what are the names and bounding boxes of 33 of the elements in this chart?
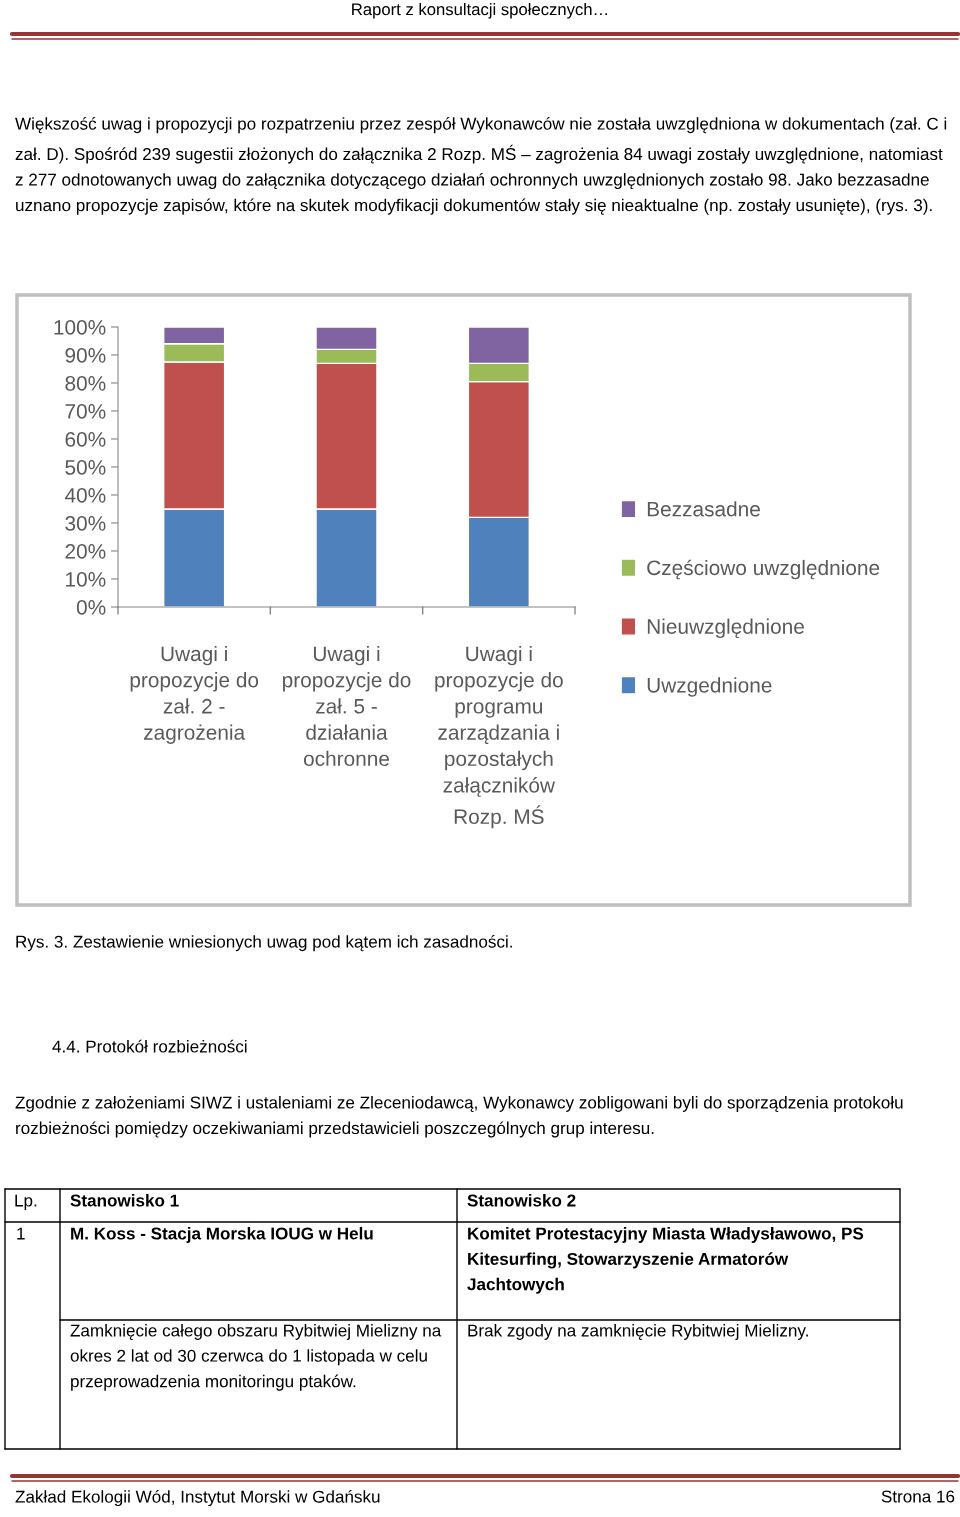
- y-tick-label: 70%: [65, 404, 106, 419]
- text: Strona 16: [881, 1490, 955, 1503]
- legend-label: Uwzgednione: [647, 677, 772, 697]
- text: Rys. 3. Zestawienie wniesionych uwag pod kątem ich zasadności.: [16, 935, 512, 952]
- text: 1: [17, 1227, 25, 1240]
- y-tick-label: 10%: [66, 572, 106, 587]
- text: Zgodnie z założeniami SIWZ i ustaleniami ze Zleceniodawcą, Wykonawcy zobligowani byli do sporządzenia protokołu rozbieżności pomiędzy oczekiwaniami przedstawicieli poszczególnych grup interesu.: [15, 1096, 903, 1138]
- y-tick-label: 20%: [65, 544, 106, 559]
- text: Brak zgody na zamknięcie Rybitwiej Mielizny.: [468, 1324, 808, 1340]
- text: Zamknięcie całego obszaru Rybitwiej Mielizny na okres 2 lat od 30 czerwca do 1 listopada w celu przeprowadzenia monitoringu ptaków.: [70, 1324, 442, 1391]
- x-tick-label: Uwagi i propozycje do zał. 5 - działania ochronne: [282, 645, 411, 767]
- text: Stanowisko 2: [467, 1194, 576, 1207]
- y-tick-label: 100%: [54, 320, 106, 335]
- text: Stanowisko 1: [70, 1194, 179, 1207]
- y-tick-label: 40%: [64, 488, 106, 503]
- text: Raport z konsultacji społecznych…: [352, 3, 607, 19]
- text: Zakład Ekologii Wód, Instytut Morski w Gdańsku: [15, 1490, 380, 1507]
- y-tick-label: 90%: [65, 348, 106, 363]
- y-tick-label: 30%: [65, 516, 106, 531]
- text: Komitet Protestacyjny Miasta Władysławowo, PS Kitesurfing, Stowarzyszenie Armatorów Jachtowych: [467, 1227, 864, 1294]
- text: Lp.: [15, 1194, 37, 1210]
- y-tick-label: 50%: [65, 460, 106, 475]
- x-tick-label: Uwagi i propozycje do zał. 2 - zagrożenia: [130, 645, 259, 744]
- text: 4.4. Protokół rozbieżności: [52, 1039, 247, 1053]
- legend-label: Nieuwzględnione: [647, 618, 804, 639]
- y-tick-label: 60%: [65, 432, 106, 447]
- text: M. Koss - Stacja Morska IOUG w Helu: [71, 1227, 373, 1243]
- legend-label: Częściowo uwzględnione: [647, 559, 880, 580]
- y-tick-label: 0%: [76, 600, 106, 615]
- text: Większość uwag i propozycji po rozpatrzeniu przez zespół Wykonawców nie została uwzględniona w dokumentach (zał. C i zał. D). Spośród 239 sugestii złożonych do załącznika 2 Rozp. MŚ – zagrożenia 84 uwagi zostały uwzględnione, natomiast z 277 odnotowanych uwag do załącznika dotyczącego działań ochronnych uwzględnionych zostało 98. Jako bezzasadne uznano propozycje zapisów, które na skutek modyfikacji dokumentów stały się nieaktualne (np. zostały usunięte), (rys. 3).: [15, 117, 947, 215]
- x-tick-label: Uwagi i propozycje do programu zarządzania i pozostałych załączników Rozp. MŚ: [435, 645, 563, 829]
- legend-label: Bezzasadne: [647, 501, 760, 517]
- y-tick-label: 80%: [65, 376, 106, 391]
